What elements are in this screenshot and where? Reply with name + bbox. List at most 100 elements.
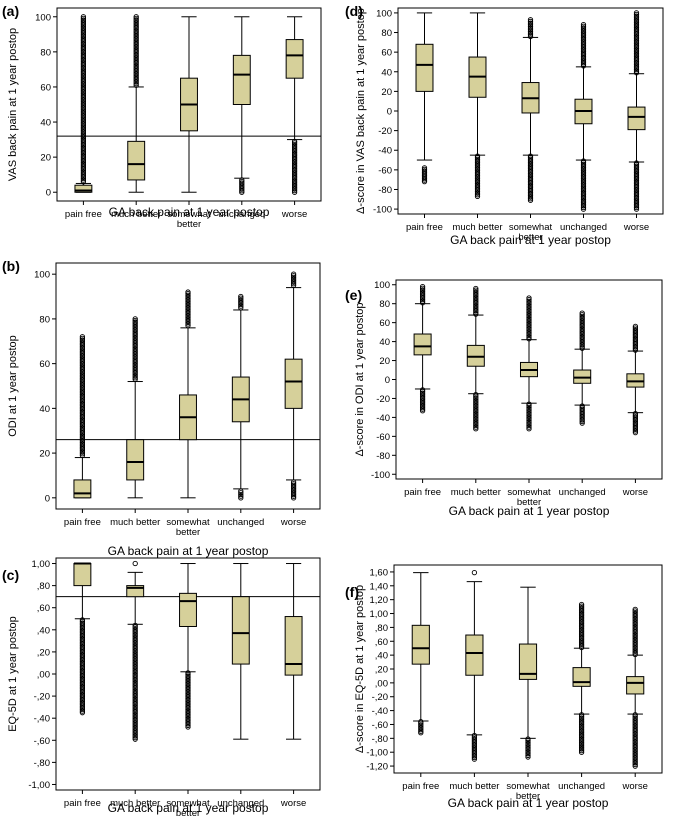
y-axis-title: Δ-score in EQ-5D at 1 year postop xyxy=(354,585,366,753)
outlier-high xyxy=(527,22,534,28)
x-tick-label-line: worse xyxy=(622,487,648,498)
outlier-high xyxy=(526,331,532,337)
box-iqr xyxy=(231,596,250,665)
outlier-high xyxy=(133,79,139,85)
x-tick-label: somewhat better xyxy=(167,209,211,230)
y-tick-label: 20 xyxy=(379,356,390,367)
outlier-low xyxy=(578,716,585,723)
x-axis-title: GA back pain at 1 year postop xyxy=(108,544,269,558)
outlier-low xyxy=(132,736,138,742)
outlier-low xyxy=(474,190,481,196)
box-iqr xyxy=(415,43,434,92)
outlier-high xyxy=(526,318,532,324)
outlier-low xyxy=(290,493,297,499)
x-tick-label-line: somewhat xyxy=(166,517,210,528)
outlier-low xyxy=(578,726,585,733)
x-tick-label-line: better xyxy=(516,791,540,802)
outlier-low xyxy=(79,708,86,714)
outlier-high xyxy=(633,45,640,52)
outlier-low xyxy=(471,756,478,762)
outlier-low xyxy=(473,424,479,430)
outlier-low xyxy=(633,203,640,209)
y-tick-label: 60 xyxy=(379,318,390,329)
panel-label: (f) xyxy=(345,584,359,600)
outlier-low xyxy=(290,495,297,501)
outlier-high xyxy=(633,37,640,44)
panel-label: (a) xyxy=(2,3,19,19)
y-axis-title: EQ-5D at 1 year postop xyxy=(7,616,19,732)
y-tick-label: 60 xyxy=(381,48,392,59)
y-tick-label: -60 xyxy=(376,432,390,443)
outlier-low xyxy=(525,736,531,742)
x-tick-label: pain free xyxy=(404,487,441,498)
y-tick-label: 40 xyxy=(40,118,51,129)
box-iqr xyxy=(74,184,93,193)
outlier-high xyxy=(133,80,139,87)
outlier-high xyxy=(526,300,532,306)
x-tick-label-line: unchanged xyxy=(560,222,607,233)
box-iqr xyxy=(572,667,591,687)
outlier-high xyxy=(526,311,532,317)
box-3: unchanged xyxy=(558,601,605,792)
outlier-high xyxy=(527,32,534,38)
y-tick-label: -20 xyxy=(376,394,390,405)
outlier-low xyxy=(632,429,639,436)
panel-label: (e) xyxy=(345,287,362,303)
y-tick-label: ,40 xyxy=(375,651,388,662)
outlier-low xyxy=(526,412,532,419)
y-tick-label: -80 xyxy=(376,451,390,462)
outlier-high xyxy=(633,70,640,76)
outlier-high xyxy=(527,30,534,36)
y-tick-label: 80 xyxy=(379,299,390,310)
outlier-high xyxy=(632,651,638,658)
y-tick-label: -60 xyxy=(378,165,392,176)
outlier-high xyxy=(633,10,640,16)
y-tick-label: 40 xyxy=(379,337,390,348)
box-2: somewhat better xyxy=(166,563,210,819)
y-tick-label: ,80 xyxy=(37,581,50,592)
outlier-high xyxy=(526,306,532,313)
outlier-high xyxy=(580,63,587,69)
outlier-high xyxy=(80,179,87,185)
x-tick-label: worse xyxy=(622,487,648,498)
outlier-low xyxy=(578,741,585,747)
outlier-high xyxy=(632,345,639,352)
y-tick-label: ,00 xyxy=(375,678,388,689)
x-tick-label-line: unchanged xyxy=(559,487,606,498)
y-tick-label: 100 xyxy=(34,270,50,281)
outlier-high xyxy=(290,281,297,287)
outlier-low xyxy=(578,747,585,754)
outlier-low xyxy=(473,395,479,401)
outlier-high xyxy=(526,310,532,316)
outlier-high xyxy=(526,321,532,327)
outlier-high xyxy=(633,40,640,47)
outlier-low xyxy=(525,747,531,754)
outlier-high xyxy=(578,641,585,647)
outlier-high xyxy=(132,376,138,382)
y-axis-title: ODI at 1 year postop xyxy=(7,335,19,437)
outlier-high xyxy=(80,177,87,183)
outlier-high xyxy=(473,308,479,314)
outlier-high xyxy=(633,21,640,27)
outlier-low xyxy=(418,728,424,734)
x-axis-title: GA back pain at 1 year postop xyxy=(108,801,269,815)
outlier-high xyxy=(633,34,640,40)
x-tick-label-line: pain free xyxy=(64,517,101,528)
box-3: unchanged xyxy=(217,293,264,528)
x-tick-label: much better xyxy=(449,781,499,792)
outlier-high xyxy=(633,11,640,18)
outlier-low xyxy=(578,713,585,720)
box-1: much better xyxy=(110,560,160,809)
outlier-high xyxy=(580,60,587,66)
outlier-low xyxy=(578,744,585,750)
outlier-high xyxy=(419,300,426,306)
outlier-low xyxy=(578,734,585,741)
x-tick-label-line: somewhat xyxy=(509,222,553,233)
box-2: somewhat better xyxy=(506,586,550,802)
outlier-high xyxy=(633,47,640,53)
x-tick-label: pain free xyxy=(402,781,439,792)
box-0: pain free xyxy=(402,572,439,792)
outlier-high xyxy=(290,279,297,285)
y-tick-label: ,80 xyxy=(375,623,388,634)
